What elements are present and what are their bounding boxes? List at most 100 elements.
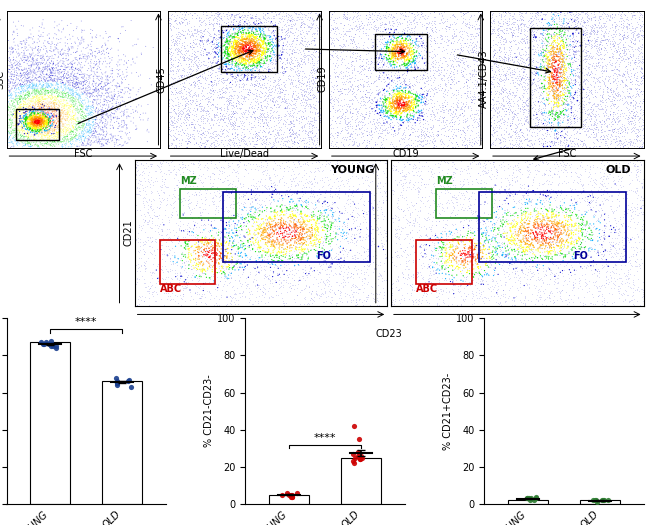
Point <box>508 223 518 231</box>
Point <box>14 99 25 108</box>
Point <box>320 257 331 265</box>
Point <box>346 48 357 57</box>
Point <box>218 83 229 92</box>
Point <box>530 300 540 309</box>
Point <box>166 31 177 39</box>
Point <box>361 130 372 139</box>
Point <box>218 48 228 57</box>
Point <box>549 239 560 247</box>
Point <box>519 38 530 47</box>
Point <box>265 67 275 76</box>
Point <box>247 29 257 37</box>
Point <box>506 227 516 235</box>
Point <box>371 226 382 234</box>
Point <box>36 108 47 117</box>
Point <box>545 228 556 237</box>
Point <box>259 80 269 89</box>
Point <box>304 282 315 290</box>
Point <box>530 33 540 41</box>
Point <box>542 206 552 215</box>
Point <box>249 37 259 46</box>
Point <box>244 52 255 60</box>
Point <box>330 140 341 148</box>
Point <box>584 277 594 286</box>
Point <box>522 101 532 109</box>
Point <box>168 48 178 57</box>
Point <box>593 267 604 276</box>
Point <box>339 7 350 16</box>
Point <box>442 35 452 43</box>
Point <box>32 98 42 106</box>
Point <box>214 58 225 67</box>
Point <box>583 14 593 23</box>
Point <box>499 12 509 20</box>
Point <box>432 299 442 308</box>
Point <box>553 232 564 240</box>
Point <box>307 72 317 81</box>
Point <box>109 85 120 93</box>
Point <box>30 114 40 123</box>
Point <box>406 242 416 250</box>
Point <box>90 116 101 124</box>
Point <box>499 100 510 109</box>
Point <box>42 66 53 74</box>
Point <box>19 129 29 138</box>
Point <box>480 231 491 239</box>
Point <box>37 111 47 120</box>
Point <box>575 38 585 46</box>
Point <box>477 246 488 254</box>
Point <box>463 227 473 236</box>
Point <box>34 130 45 138</box>
Point <box>417 274 427 282</box>
Point <box>589 117 599 125</box>
Point <box>183 249 194 258</box>
Point <box>198 82 209 91</box>
Point <box>285 80 295 89</box>
Point <box>565 59 575 68</box>
Point <box>562 241 573 249</box>
Point <box>374 73 384 81</box>
Point <box>567 141 577 150</box>
Point <box>603 94 614 103</box>
Point <box>600 139 610 147</box>
Point <box>353 184 363 192</box>
Point <box>240 191 251 199</box>
Point <box>197 237 207 246</box>
Point <box>587 245 597 254</box>
Point <box>8 35 19 44</box>
Point <box>267 37 278 46</box>
Point <box>196 112 206 121</box>
Point <box>442 180 452 188</box>
Point <box>463 249 473 257</box>
Point <box>605 243 616 251</box>
Point <box>26 97 36 105</box>
Point <box>512 219 522 228</box>
Point <box>634 26 645 34</box>
Point <box>343 40 353 49</box>
Point <box>234 51 244 59</box>
Point <box>404 183 415 191</box>
Point <box>391 44 401 52</box>
Point <box>135 180 145 188</box>
Point <box>564 78 575 87</box>
Point <box>516 210 526 218</box>
Point <box>201 139 211 148</box>
Point <box>371 23 382 32</box>
Point <box>271 28 281 37</box>
Point <box>590 86 601 94</box>
Point <box>626 26 636 34</box>
Point <box>57 92 68 101</box>
Point <box>595 91 605 99</box>
Point <box>289 30 299 39</box>
Point <box>453 191 463 199</box>
Point <box>408 273 419 281</box>
Point <box>501 246 512 254</box>
Point <box>598 33 608 41</box>
Point <box>208 121 218 129</box>
Point <box>543 223 553 231</box>
Point <box>558 240 569 248</box>
Point <box>338 42 348 50</box>
Point <box>90 85 100 93</box>
Point <box>81 106 91 114</box>
Point <box>538 213 549 222</box>
